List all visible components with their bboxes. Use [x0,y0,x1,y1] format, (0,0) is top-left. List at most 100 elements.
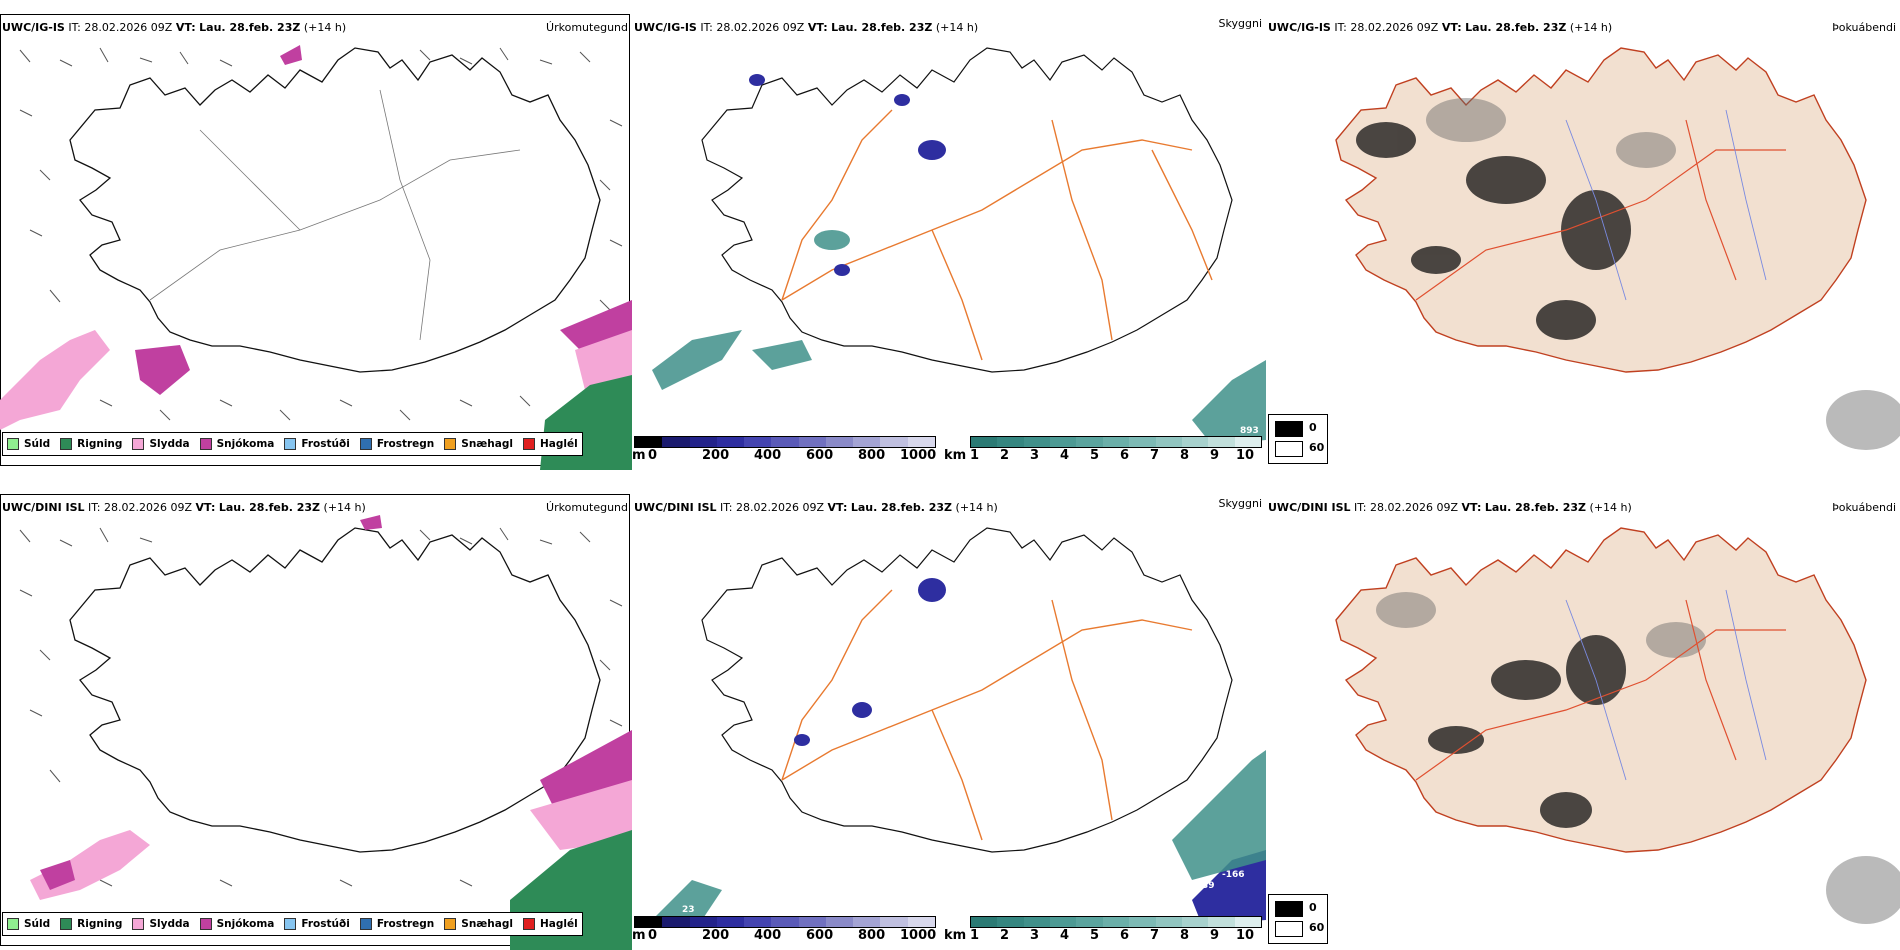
legend-label: Súld [24,438,51,450]
lead-time: (+14 h) [955,501,998,514]
it-label: IT: [720,501,733,514]
low-visibility-areas [652,750,1266,920]
legend-label: Haglél [539,438,578,450]
legend-item: Frostúði [284,918,350,930]
roads [149,89,521,341]
colorbar-segment [662,437,690,447]
colorbar-segment [744,437,772,447]
slydda-area-east [530,780,632,850]
ceiling-tick: 600 [806,928,834,943]
colorbar-segment [825,917,854,927]
precip-type-legend: Súld Rigning Slydda Snjókoma Frostúði Fr… [2,432,583,456]
ceiling-unit: m [632,928,646,943]
panel-title: UWC/IG-IS IT: 28.02.2026 09Z VT: Lau. 28… [1268,21,1612,34]
it-label: IT: [1334,21,1347,34]
ceiling-tick: 1000 [900,448,937,463]
model-row-ig-is: UWC/IG-IS IT: 28.02.2026 09Z VT: Lau. 28… [0,0,1900,470]
snjokoma-area-north [280,45,302,65]
model-name: UWC/DINI ISL [2,501,85,514]
legend-swatch [132,918,145,930]
it-label: IT: [88,501,101,514]
wind-barbs [19,527,623,887]
visibility-tick: 5 [1090,928,1100,943]
legend-swatch [60,438,73,450]
visibility-tick: 3 [1030,448,1040,463]
legend-label: Frostúði [301,918,350,930]
ceiling-tick: 1000 [900,928,937,943]
panel-title: UWC/IG-IS IT: 28.02.2026 09Z VT: Lau. 28… [2,21,346,34]
panel-product-name: Þokuábendi [1832,501,1896,514]
fog-grey-areas [1426,98,1900,450]
colorbar-segment [1208,437,1235,447]
fog-index-panel: UWC/IG-IS IT: 28.02.2026 09Z VT: Lau. 28… [1266,0,1900,470]
fog-legend-label: 60 [1309,441,1325,454]
visibility-tick: 9 [1210,928,1220,943]
visibility-tick: 4 [1060,928,1070,943]
lead-time: (+14 h) [1569,21,1613,34]
colorbar-segment [853,437,881,447]
legend-label: Haglél [539,918,578,930]
iceland-coastline [701,527,1233,853]
colorbar-segment [771,917,799,927]
panel-title: UWC/DINI ISL IT: 28.02.2026 09Z VT: Lau.… [634,501,998,514]
map-frame [0,494,630,946]
fog-legend-swatch [1275,421,1303,437]
vt-label: VT: [1441,21,1462,34]
fog-index-panel: UWC/DINI ISL IT: 28.02.2026 09Z VT: Lau.… [1266,480,1900,950]
vt-value: Lau. 28.feb. 23Z [218,501,321,514]
fog-legend: 0 60 [1268,414,1328,464]
colorbar-segment [1050,917,1077,927]
visibility-tick: 6 [1120,448,1130,463]
visibility-tick: 7 [1150,448,1160,463]
legend-label: Snjókoma [216,918,275,930]
visibility-tick: 2 [1000,448,1010,463]
visibility-tick: 8 [1180,448,1190,463]
colorbar-segment [1129,437,1156,447]
visibility-tick: 1 [970,448,980,463]
colorbar-segment [853,917,881,927]
legend-label: Slydda [149,438,190,450]
legend-swatch [444,438,457,450]
legend-item: Rigning [60,438,122,450]
vt-value: Lau. 28.feb. 23Z [199,21,301,34]
legend-item: Frostúði [284,438,350,450]
precip-type-panel: UWC/IG-IS IT: 28.02.2026 09Z VT: Lau. 28… [0,0,632,470]
ceiling-colorbar [634,916,936,928]
panel-product-name: Úrkomutegund [546,21,628,34]
colorbar-segment [771,437,799,447]
roads [781,109,1213,361]
slydda-area-east [575,330,632,390]
it-value: 28.02.2026 09Z [736,501,825,514]
legend-item: Frostregn [359,438,434,450]
legend-label: Snæhagl [461,918,513,930]
map-frame [0,14,630,466]
panel-product-name: Þokuábendi [1832,21,1896,34]
ceiling-tick: 200 [702,928,730,943]
visibility-colorbar [970,916,1262,928]
ceiling-tick: 0 [648,928,658,943]
visibility-tick: 10 [1236,928,1255,943]
legend-item: Súld [7,918,50,930]
rivers [1565,589,1767,781]
fog-legend-label: 0 [1309,421,1317,434]
colorbar-segment [662,917,690,927]
panel-product-name: Úrkomutegund [546,501,628,514]
legend-label: Súld [24,918,51,930]
legend-item: Snæhagl [444,438,513,450]
ceiling-tick: 800 [858,928,886,943]
legend-label: Snjókoma [216,438,275,450]
vt-value: Lau. 28.feb. 23Z [1465,21,1567,34]
vt-value: Lau. 28.feb. 23Z [831,21,933,34]
colorbar-segment [716,437,745,447]
colorbar-segment [1076,437,1103,447]
ceiling-tick: 400 [754,928,782,943]
colorbar-segment [744,917,772,927]
precip-type-map [19,515,632,950]
panel-title: UWC/DINI ISL IT: 28.02.2026 09Z VT: Lau.… [1268,501,1632,514]
vt-label: VT: [195,501,216,514]
colorbar-segment [1181,917,1209,927]
legend-swatch [522,918,535,930]
panel-title: UWC/DINI ISL IT: 28.02.2026 09Z VT: Lau.… [2,501,366,514]
colorbar-segment [907,437,935,447]
vt-label: VT: [175,21,196,34]
